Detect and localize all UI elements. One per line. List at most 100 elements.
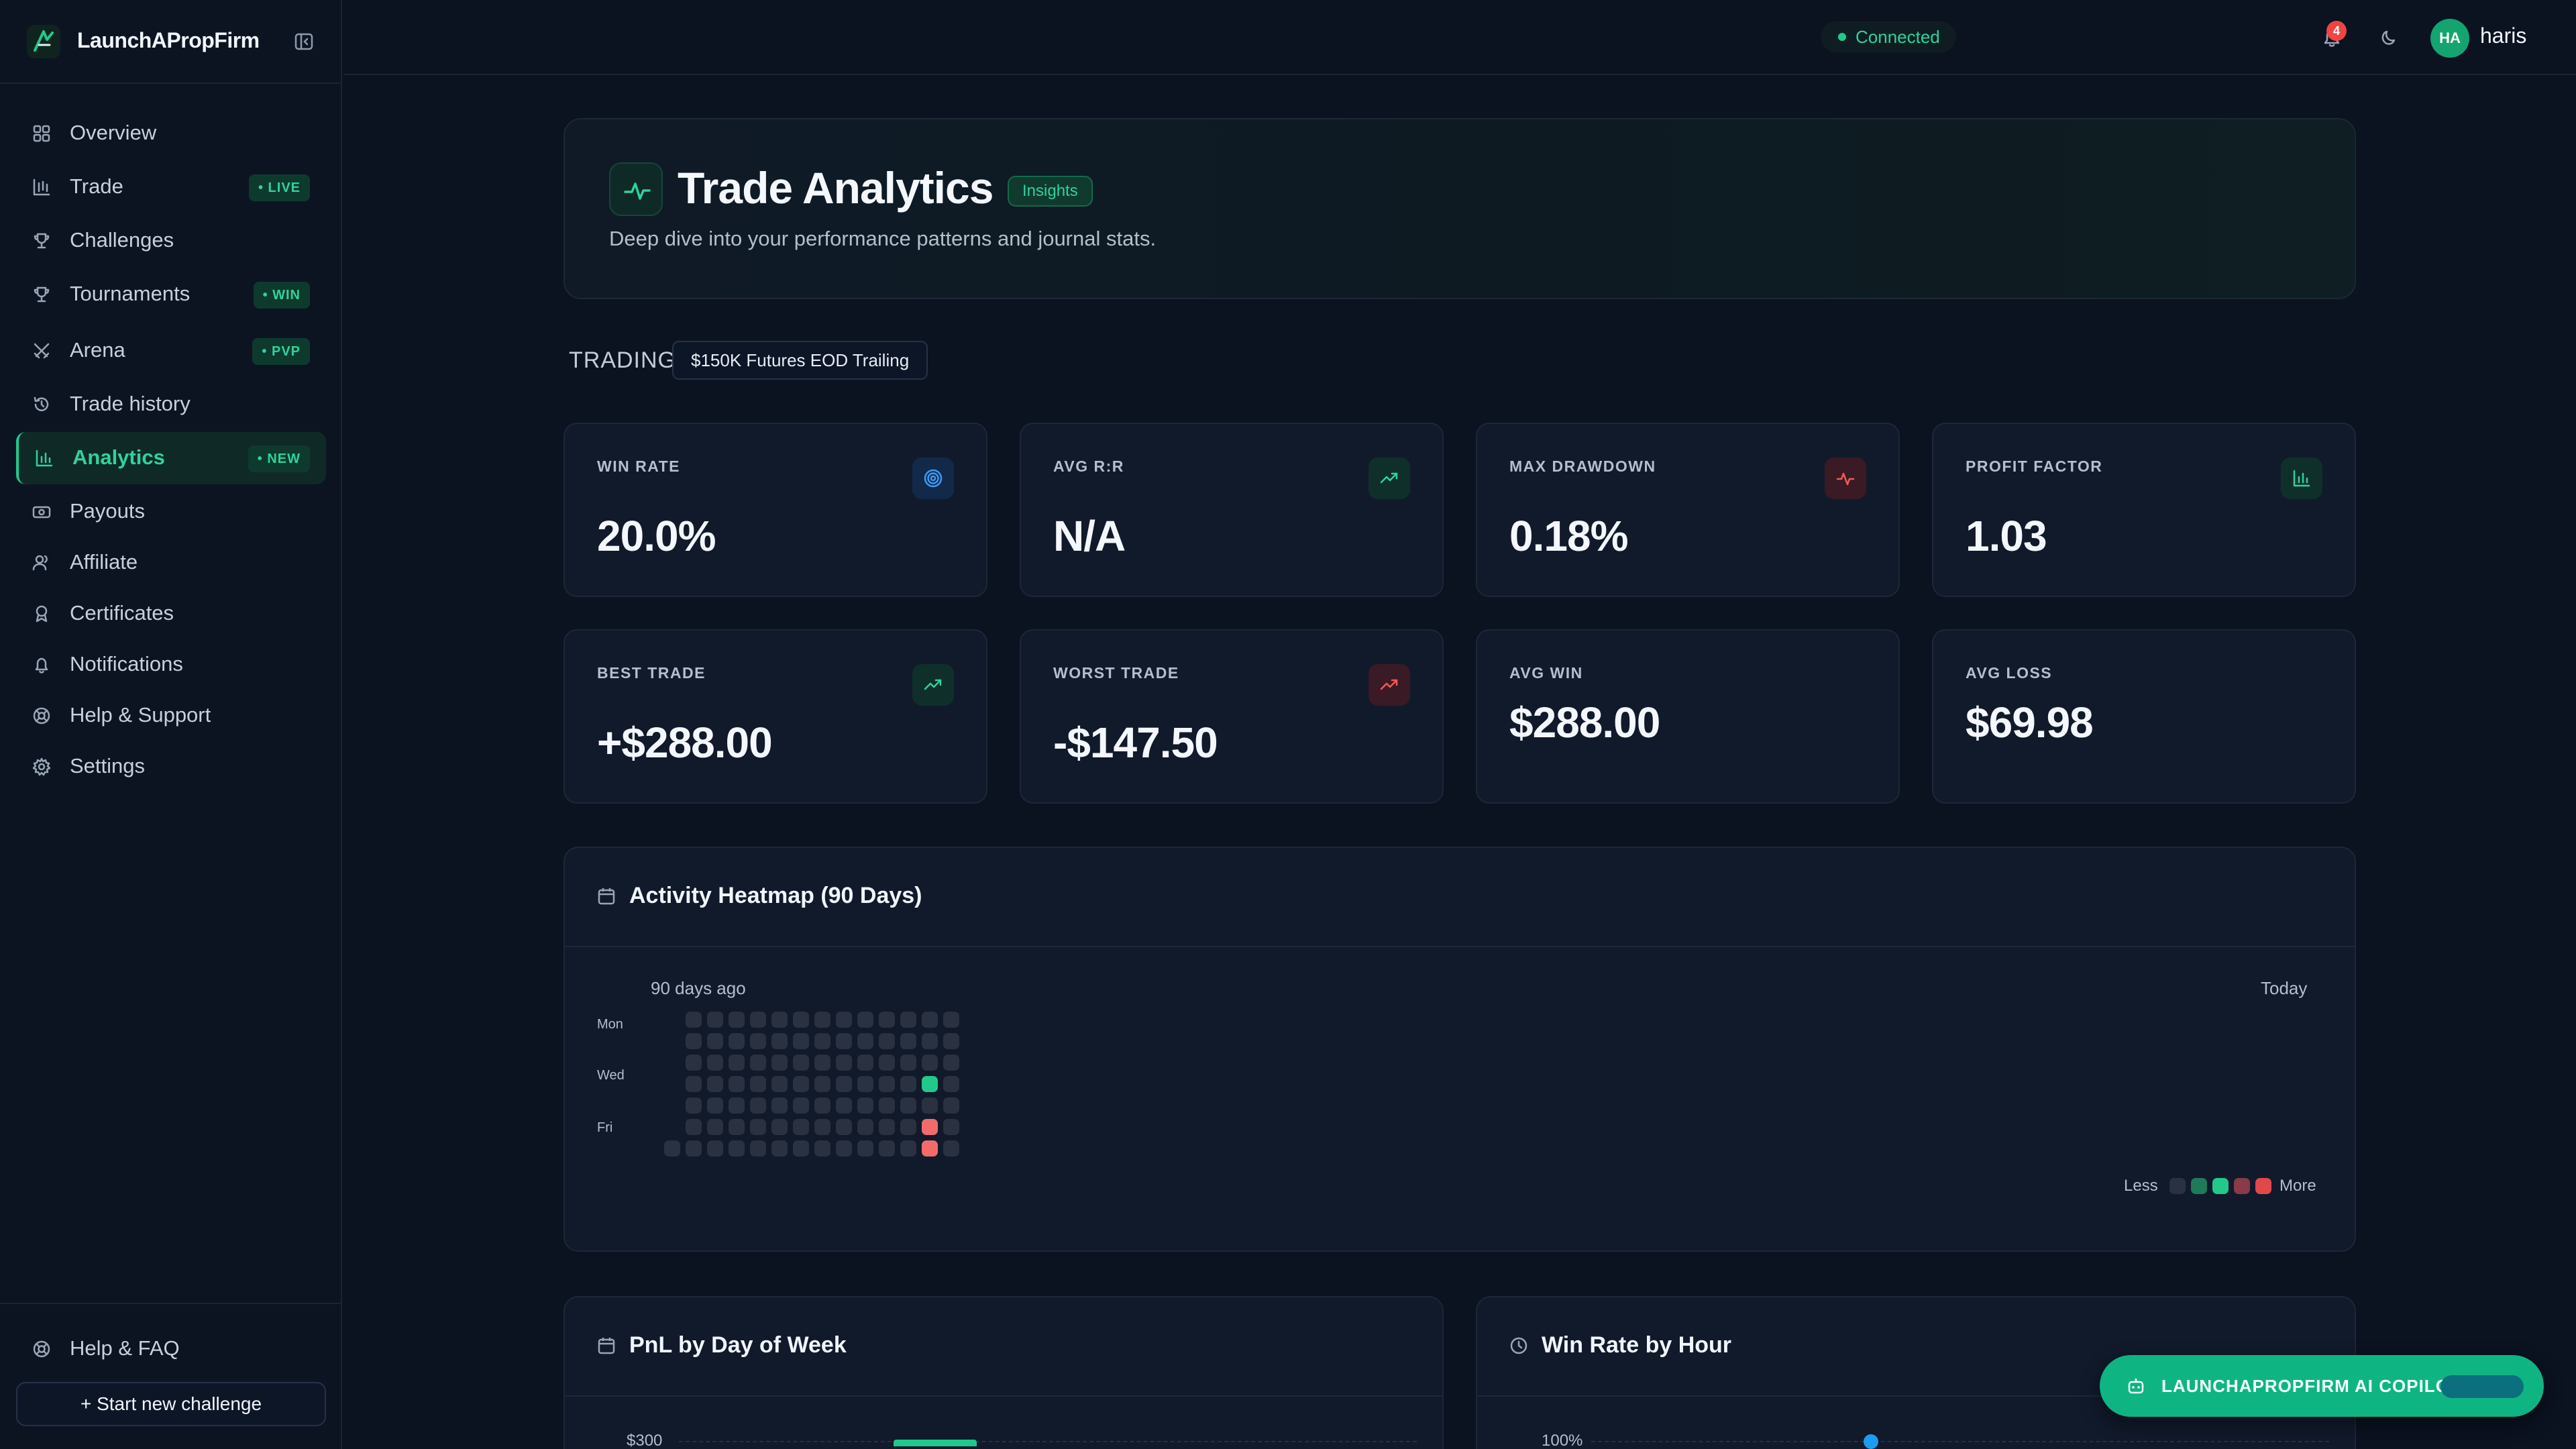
heatmap-cell[interactable] bbox=[879, 1097, 895, 1114]
username-label[interactable]: haris bbox=[2480, 23, 2527, 48]
copilot-toggle[interactable] bbox=[2440, 1375, 2524, 1398]
heatmap-cell[interactable] bbox=[686, 1055, 702, 1071]
heatmap-cell[interactable] bbox=[879, 1119, 895, 1135]
heatmap-cell[interactable] bbox=[750, 1076, 766, 1092]
heatmap-cell[interactable] bbox=[814, 1140, 830, 1157]
heatmap-cell[interactable] bbox=[943, 1097, 959, 1114]
sidebar-item-notifications[interactable]: Notifications bbox=[16, 639, 326, 691]
heatmap-cell[interactable] bbox=[814, 1012, 830, 1028]
heatmap-cell[interactable] bbox=[729, 1076, 745, 1092]
heatmap-cell[interactable] bbox=[686, 1140, 702, 1157]
heatmap-cell[interactable] bbox=[686, 1033, 702, 1049]
heatmap-cell[interactable] bbox=[793, 1119, 809, 1135]
heatmap-cell[interactable] bbox=[836, 1033, 852, 1049]
sidebar-item-analytics[interactable]: Analytics • NEW bbox=[16, 432, 326, 484]
heatmap-cell[interactable] bbox=[943, 1119, 959, 1135]
heatmap-cell[interactable] bbox=[836, 1076, 852, 1092]
heatmap-cell[interactable] bbox=[707, 1076, 723, 1092]
heatmap-cell[interactable] bbox=[793, 1055, 809, 1071]
heatmap-cell[interactable] bbox=[857, 1055, 873, 1071]
heatmap-cell[interactable] bbox=[771, 1055, 788, 1071]
heatmap-cell[interactable] bbox=[857, 1097, 873, 1114]
heatmap-cell[interactable] bbox=[836, 1055, 852, 1071]
sidebar-item-arena[interactable]: Arena • PVP bbox=[16, 325, 326, 377]
heatmap-cell[interactable] bbox=[814, 1055, 830, 1071]
heatmap-cell[interactable] bbox=[814, 1119, 830, 1135]
heatmap-cell[interactable] bbox=[664, 1140, 680, 1157]
heatmap-cell[interactable] bbox=[922, 1012, 938, 1028]
heatmap-cell[interactable] bbox=[771, 1140, 788, 1157]
heatmap-cell[interactable] bbox=[814, 1097, 830, 1114]
heatmap-cell[interactable] bbox=[750, 1097, 766, 1114]
sidebar-item-settings[interactable]: Settings bbox=[16, 741, 326, 793]
heatmap-cell[interactable] bbox=[750, 1119, 766, 1135]
heatmap-cell[interactable] bbox=[707, 1140, 723, 1157]
heatmap-cell[interactable] bbox=[686, 1119, 702, 1135]
sidebar-item-trade-history[interactable]: Trade history bbox=[16, 378, 326, 431]
ai-copilot-button[interactable]: LAUNCHAPROPFIRM AI COPILOT bbox=[2100, 1355, 2544, 1417]
heatmap-cell[interactable] bbox=[943, 1140, 959, 1157]
heatmap-cell[interactable] bbox=[922, 1033, 938, 1049]
heatmap-cell[interactable] bbox=[943, 1055, 959, 1071]
heatmap-cell[interactable] bbox=[836, 1119, 852, 1135]
heatmap-cell[interactable] bbox=[750, 1055, 766, 1071]
heatmap-cell[interactable] bbox=[836, 1140, 852, 1157]
brand-name[interactable]: LaunchAPropFirm bbox=[77, 28, 260, 52]
sidebar-item-tournaments[interactable]: Tournaments • WIN bbox=[16, 268, 326, 321]
heatmap-cell[interactable] bbox=[879, 1140, 895, 1157]
heatmap-cell[interactable] bbox=[836, 1012, 852, 1028]
heatmap-cell[interactable] bbox=[879, 1055, 895, 1071]
heatmap-cell[interactable] bbox=[857, 1119, 873, 1135]
start-new-challenge-button[interactable]: + Start new challenge bbox=[16, 1382, 326, 1426]
heatmap-cell[interactable] bbox=[879, 1076, 895, 1092]
heatmap-cell[interactable] bbox=[857, 1033, 873, 1049]
sidebar-item-help-support[interactable]: Help & Support bbox=[16, 690, 326, 742]
heatmap-cell[interactable] bbox=[900, 1012, 916, 1028]
sidebar-collapse-icon[interactable] bbox=[293, 31, 315, 52]
heatmap-cell[interactable] bbox=[729, 1055, 745, 1071]
account-selector[interactable]: $150K Futures EOD Trailing bbox=[672, 341, 928, 380]
sidebar-item-help-faq[interactable]: Help & FAQ bbox=[16, 1323, 326, 1375]
heatmap-cell[interactable] bbox=[793, 1140, 809, 1157]
sidebar-item-overview[interactable]: Overview bbox=[16, 107, 326, 160]
heatmap-cell[interactable] bbox=[900, 1097, 916, 1114]
heatmap-cell[interactable] bbox=[686, 1076, 702, 1092]
heatmap-cell[interactable] bbox=[900, 1119, 916, 1135]
heatmap-cell[interactable] bbox=[771, 1097, 788, 1114]
heatmap-cell[interactable] bbox=[750, 1012, 766, 1028]
heatmap-cell[interactable] bbox=[729, 1033, 745, 1049]
heatmap-cell[interactable] bbox=[922, 1055, 938, 1071]
heatmap-cell[interactable] bbox=[686, 1012, 702, 1028]
heatmap-cell[interactable] bbox=[707, 1097, 723, 1114]
heatmap-cell[interactable] bbox=[879, 1033, 895, 1049]
heatmap-cell[interactable] bbox=[729, 1119, 745, 1135]
heatmap-cell[interactable] bbox=[900, 1055, 916, 1071]
heatmap-cell[interactable] bbox=[793, 1097, 809, 1114]
heatmap-cell[interactable] bbox=[793, 1076, 809, 1092]
heatmap-cell[interactable] bbox=[943, 1012, 959, 1028]
heatmap-cell[interactable] bbox=[750, 1140, 766, 1157]
heatmap-cell[interactable] bbox=[793, 1033, 809, 1049]
heatmap-cell[interactable] bbox=[943, 1076, 959, 1092]
heatmap-cell[interactable] bbox=[836, 1097, 852, 1114]
heatmap-cell[interactable] bbox=[857, 1076, 873, 1092]
heatmap-cell[interactable] bbox=[771, 1076, 788, 1092]
heatmap-cell[interactable] bbox=[793, 1012, 809, 1028]
heatmap-cell[interactable] bbox=[707, 1055, 723, 1071]
logo-icon[interactable] bbox=[27, 25, 60, 58]
heatmap-cell[interactable] bbox=[729, 1097, 745, 1114]
heatmap-cell[interactable] bbox=[943, 1033, 959, 1049]
heatmap-cell[interactable] bbox=[707, 1119, 723, 1135]
heatmap-cell[interactable] bbox=[900, 1140, 916, 1157]
heatmap-cell[interactable] bbox=[729, 1140, 745, 1157]
heatmap-cell[interactable] bbox=[900, 1033, 916, 1049]
heatmap-cell[interactable] bbox=[750, 1033, 766, 1049]
heatmap-cell[interactable] bbox=[771, 1033, 788, 1049]
heatmap-cell[interactable] bbox=[686, 1097, 702, 1114]
heatmap-cell[interactable] bbox=[771, 1119, 788, 1135]
heatmap-cell[interactable] bbox=[922, 1076, 938, 1092]
avatar[interactable]: HA bbox=[2430, 19, 2469, 58]
heatmap-cell[interactable] bbox=[857, 1012, 873, 1028]
heatmap-cell[interactable] bbox=[922, 1097, 938, 1114]
heatmap-cell[interactable] bbox=[879, 1012, 895, 1028]
